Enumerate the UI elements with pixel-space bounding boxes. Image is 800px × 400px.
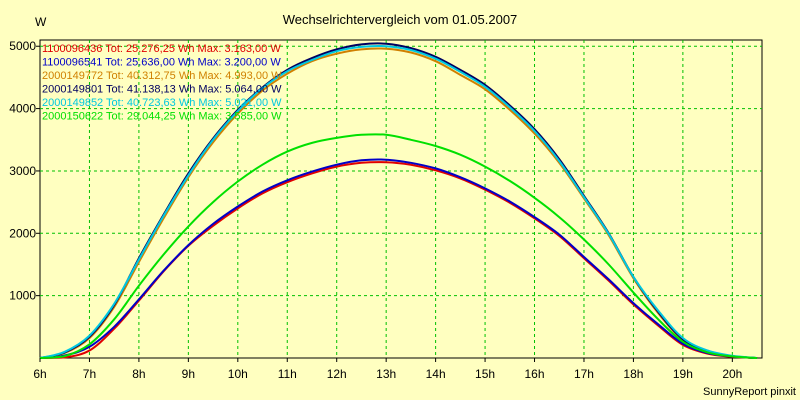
y-tick-label: 4000 <box>9 102 36 116</box>
legend-entry-1100096436: 1100096436 Tot: 25.276,25 Wh Max: 3.163,… <box>42 43 281 55</box>
x-tick-label: 19h <box>673 367 693 381</box>
x-tick-label: 16h <box>525 367 545 381</box>
x-tick-label: 15h <box>475 367 495 381</box>
series-lines <box>39 42 758 359</box>
x-tick-label: 17h <box>574 367 594 381</box>
x-tick-label: 6h <box>33 367 46 381</box>
series-line-2000149852 <box>39 44 758 359</box>
x-tick-label: 7h <box>83 367 96 381</box>
x-tick-label: 18h <box>623 367 643 381</box>
chart-title: Wechselrichtervergleich vom 01.05.2007 <box>283 12 518 27</box>
footer-credit: SunnyReport pinxit <box>703 386 796 398</box>
series-line-2000150622 <box>39 133 758 359</box>
legend-entry-2000150622: 2000150622 Tot: 29.044,25 Wh Max: 3.585,… <box>42 111 282 123</box>
x-tick-label: 14h <box>426 367 446 381</box>
y-tick-label: 2000 <box>9 226 36 240</box>
x-tick-label: 9h <box>182 367 195 381</box>
series-line-1100096541 <box>39 158 758 359</box>
legend-entry-2000149801: 2000149801 Tot: 41.138,13 Wh Max: 5.064,… <box>42 84 282 96</box>
legend-entry-2000149772: 2000149772 Tot: 40.312,75 Wh Max: 4.993,… <box>42 70 282 82</box>
x-tick-label: 11h <box>278 367 297 381</box>
legend-entry-2000149852: 2000149852 Tot: 40.723,63 Wh Max: 5.021,… <box>42 97 282 109</box>
x-tick-label: 20h <box>722 367 742 381</box>
y-tick-label: 5000 <box>9 39 36 53</box>
y-axis-unit-label: W <box>35 15 47 29</box>
x-tick-label: 13h <box>376 367 396 381</box>
legend-entry-1100096541: 1100096541 Tot: 25.636,00 Wh Max: 3.200,… <box>42 57 281 69</box>
x-tick-label: 12h <box>327 367 347 381</box>
y-tick-label: 3000 <box>9 164 36 178</box>
y-tick-label: 1000 <box>9 289 36 303</box>
x-tick-label: 10h <box>228 367 248 381</box>
x-tick-label: 8h <box>132 367 145 381</box>
plot-area <box>39 39 763 359</box>
legend: 1100096436 Tot: 25.276,25 Wh Max: 3.163,… <box>42 43 282 123</box>
axis-ticks: 6h 7h 8h 9h 10h 11h 12h 13h 14h 15h 16h 17h 18h 19h 20… <box>9 39 742 381</box>
